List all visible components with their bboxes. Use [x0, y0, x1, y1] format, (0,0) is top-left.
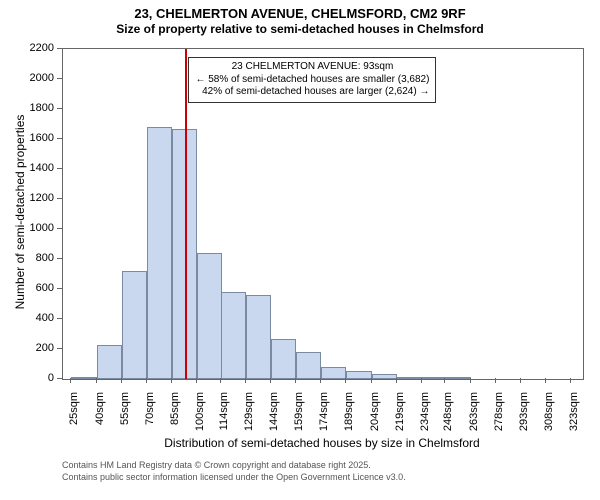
xtick-mark [70, 378, 71, 383]
xtick-label: 263sqm [468, 392, 480, 431]
xtick-label: 144sqm [268, 392, 280, 431]
ytick-label: 1200 [0, 192, 54, 204]
xtick-mark [96, 378, 97, 383]
xtick-mark [146, 378, 147, 383]
ytick-mark [57, 318, 62, 319]
histogram-bar [246, 295, 271, 379]
xtick-mark [320, 378, 321, 383]
ytick-mark [57, 198, 62, 199]
ytick-mark [57, 168, 62, 169]
ytick-mark [57, 378, 62, 379]
xtick-mark [396, 378, 397, 383]
ytick-label: 600 [0, 282, 54, 294]
xtick-label: 114sqm [218, 392, 230, 430]
ytick-label: 1000 [0, 222, 54, 234]
ytick-mark [57, 228, 62, 229]
footer-line2: Contains public sector information licen… [62, 472, 406, 484]
ytick-label: 1800 [0, 102, 54, 114]
xtick-label: 159sqm [293, 392, 305, 431]
xtick-mark [444, 378, 445, 383]
histogram-bar [122, 271, 147, 379]
ytick-label: 1400 [0, 162, 54, 174]
xtick-label: 85sqm [169, 392, 181, 425]
ytick-mark [57, 108, 62, 109]
xtick-label: 293sqm [518, 392, 530, 431]
ytick-label: 0 [0, 372, 54, 384]
callout-line: 23 CHELMERTON AVENUE: 93sqm [195, 61, 429, 74]
histogram-bar [271, 339, 296, 380]
xtick-label: 234sqm [419, 392, 431, 431]
reference-line [185, 49, 187, 379]
histogram-bar [221, 292, 246, 379]
chart-title: 23, CHELMERTON AVENUE, CHELMSFORD, CM2 9… [0, 6, 600, 36]
ytick-label: 1600 [0, 132, 54, 144]
xtick-mark [570, 378, 571, 383]
ytick-label: 2200 [0, 42, 54, 54]
xtick-label: 278sqm [493, 392, 505, 431]
xtick-mark [220, 378, 221, 383]
histogram-bar [346, 371, 371, 379]
histogram-bar [147, 127, 172, 379]
xtick-mark [270, 378, 271, 383]
xtick-mark [495, 378, 496, 383]
histogram-bar [296, 352, 321, 379]
xtick-mark [196, 378, 197, 383]
histogram-bar [321, 367, 346, 379]
footer-attribution: Contains HM Land Registry data © Crown c… [62, 460, 406, 483]
xtick-mark [245, 378, 246, 383]
xtick-label: 308sqm [543, 392, 555, 431]
ytick-label: 2000 [0, 72, 54, 84]
xtick-label: 189sqm [343, 392, 355, 431]
xtick-label: 55sqm [119, 392, 131, 425]
histogram-bar [71, 377, 96, 379]
xtick-mark [421, 378, 422, 383]
ytick-label: 200 [0, 342, 54, 354]
callout-box: 23 CHELMERTON AVENUE: 93sqm← 58% of semi… [188, 57, 436, 103]
xtick-label: 323sqm [568, 392, 580, 431]
histogram-bar [422, 377, 447, 379]
x-axis-label: Distribution of semi-detached houses by … [62, 436, 582, 450]
xtick-mark [121, 378, 122, 383]
xtick-mark [520, 378, 521, 383]
xtick-label: 70sqm [144, 392, 156, 425]
callout-line: 42% of semi-detached houses are larger (… [195, 86, 429, 99]
histogram-bar [445, 377, 470, 379]
xtick-label: 204sqm [369, 392, 381, 431]
xtick-label: 174sqm [318, 392, 330, 431]
xtick-mark [470, 378, 471, 383]
callout-line: ← 58% of semi-detached houses are smalle… [195, 74, 429, 87]
ytick-mark [57, 78, 62, 79]
title-line1: 23, CHELMERTON AVENUE, CHELMSFORD, CM2 9… [0, 6, 600, 22]
histogram-bar [97, 345, 122, 379]
xtick-mark [295, 378, 296, 383]
xtick-mark [171, 378, 172, 383]
xtick-mark [371, 378, 372, 383]
ytick-mark [57, 48, 62, 49]
plot-area: 23 CHELMERTON AVENUE: 93sqm← 58% of semi… [62, 48, 584, 380]
ytick-mark [57, 348, 62, 349]
xtick-mark [345, 378, 346, 383]
footer-line1: Contains HM Land Registry data © Crown c… [62, 460, 406, 472]
ytick-mark [57, 258, 62, 259]
ytick-label: 400 [0, 312, 54, 324]
ytick-mark [57, 288, 62, 289]
ytick-label: 800 [0, 252, 54, 264]
xtick-label: 100sqm [194, 392, 206, 431]
xtick-label: 219sqm [394, 392, 406, 431]
histogram-bar [372, 374, 397, 379]
xtick-label: 129sqm [243, 392, 255, 431]
xtick-label: 248sqm [442, 392, 454, 431]
ytick-mark [57, 138, 62, 139]
histogram-bar [197, 253, 222, 379]
histogram-bar [397, 377, 422, 379]
xtick-label: 25sqm [68, 392, 80, 425]
xtick-label: 40sqm [94, 392, 106, 425]
xtick-mark [545, 378, 546, 383]
chart-container: 23, CHELMERTON AVENUE, CHELMSFORD, CM2 9… [0, 0, 600, 500]
title-line2: Size of property relative to semi-detach… [0, 22, 600, 36]
